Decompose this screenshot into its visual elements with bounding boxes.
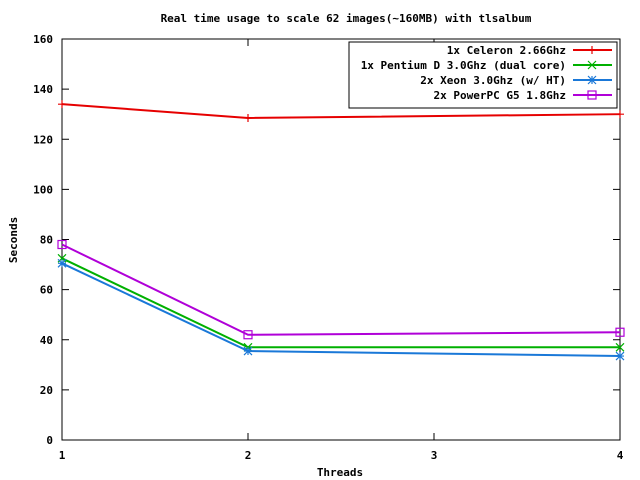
- legend-label: 2x PowerPC G5 1.8Ghz: [434, 89, 566, 102]
- series-line: [61, 262, 621, 358]
- data-point-marker: [588, 46, 596, 54]
- data-point-marker: [587, 60, 597, 70]
- y-axis-label: Seconds: [7, 217, 20, 263]
- y-tick-label: 60: [40, 284, 53, 297]
- y-tick-label: 0: [46, 434, 53, 447]
- data-point-marker: [615, 327, 625, 337]
- data-point-marker: [57, 239, 67, 250]
- y-tick-label: 160: [33, 33, 53, 46]
- data-point-marker: [243, 330, 253, 340]
- x-tick-label: 3: [431, 449, 438, 462]
- series-group: [58, 100, 624, 122]
- series-group: [57, 258, 625, 361]
- y-tick-label: 20: [40, 384, 53, 397]
- x-axis-label: Threads: [317, 466, 363, 479]
- series-group: [57, 253, 625, 352]
- series-line: [61, 243, 621, 336]
- legend-box: [348, 41, 618, 109]
- data-point-marker: [587, 90, 597, 100]
- data-point-marker: [616, 110, 624, 119]
- y-tick-label: 80: [40, 234, 53, 247]
- y-tick-label: 120: [33, 133, 53, 146]
- y-tick-label: 40: [40, 334, 53, 347]
- chart-title: Real time usage to scale 62 images(~160M…: [161, 12, 532, 25]
- x-tick-label: 1: [59, 449, 66, 462]
- legend: 1x Celeron 2.66Ghz 1x Pentium D 3.0Ghz (d…: [348, 41, 618, 109]
- data-point-marker: [615, 342, 625, 352]
- data-point-marker: [244, 113, 252, 122]
- data-point-marker: [58, 100, 66, 109]
- y-tick-label: 140: [33, 83, 53, 96]
- legend-label: 1x Celeron 2.66Ghz: [447, 44, 566, 57]
- data-point-marker: [57, 258, 67, 268]
- x-axis: 1 2 3 4: [59, 39, 624, 462]
- y-axis: 0 20 40 60 80 100 120 140 160: [33, 33, 620, 447]
- series-group: [57, 239, 625, 340]
- legend-label: 1x Pentium D 3.0Ghz (dual core): [361, 59, 566, 72]
- data-point-marker: [243, 346, 253, 356]
- series-layer: [57, 100, 625, 361]
- y-tick-label: 100: [33, 183, 53, 196]
- data-point-marker: [587, 75, 597, 85]
- x-tick-label: 2: [245, 449, 252, 462]
- x-tick-label: 4: [617, 449, 624, 462]
- legend-label: 2x Xeon 3.0Ghz (w/ HT): [420, 74, 566, 87]
- data-point-marker: [615, 351, 625, 361]
